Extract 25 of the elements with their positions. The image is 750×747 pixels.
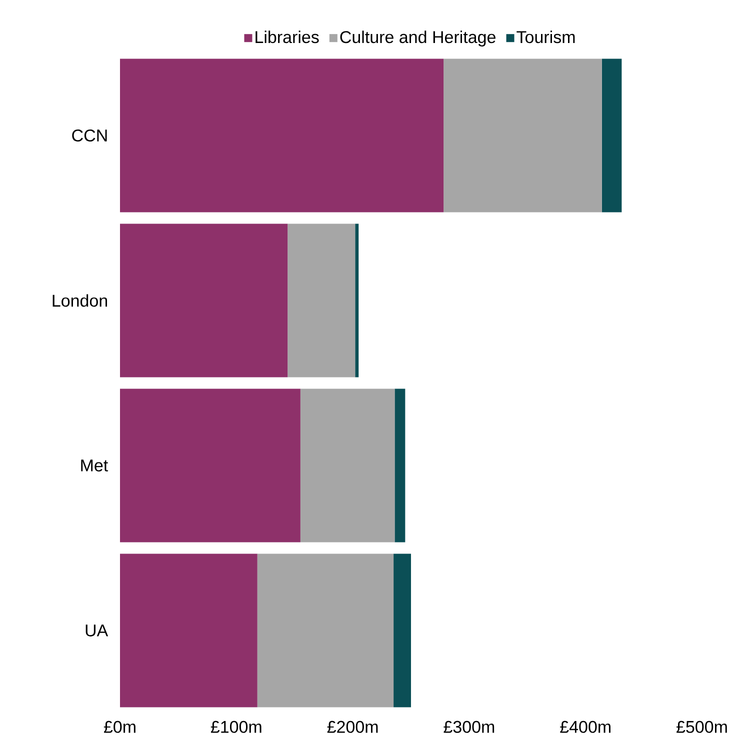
bar bbox=[120, 554, 258, 708]
legend-label: Libraries bbox=[256, 30, 319, 44]
bar bbox=[602, 58, 622, 212]
bar bbox=[394, 388, 406, 542]
bar bbox=[444, 58, 602, 212]
y-tick-label: CCN bbox=[72, 129, 107, 142]
bar bbox=[120, 388, 300, 542]
bar bbox=[300, 388, 395, 542]
y-tick-label: London bbox=[52, 294, 108, 307]
x-tick-label: £300m bbox=[444, 720, 494, 733]
x-tick-label: £500m bbox=[676, 720, 727, 733]
x-tick-label: £400m bbox=[560, 720, 610, 733]
bar bbox=[355, 224, 359, 378]
y-tick-label: Met bbox=[81, 460, 108, 472]
bar bbox=[120, 224, 288, 378]
bar bbox=[120, 58, 444, 212]
x-tick-label: £200m bbox=[327, 720, 378, 733]
bar bbox=[288, 224, 356, 378]
bar bbox=[394, 554, 411, 708]
legend-label: Culture and Heritage bbox=[340, 30, 496, 46]
legend-label: Tourism bbox=[516, 30, 575, 44]
bar bbox=[257, 554, 394, 708]
x-tick-label: £100m bbox=[210, 720, 262, 733]
y-tick-label: UA bbox=[86, 624, 108, 636]
x-tick-label: £0m bbox=[104, 720, 136, 733]
